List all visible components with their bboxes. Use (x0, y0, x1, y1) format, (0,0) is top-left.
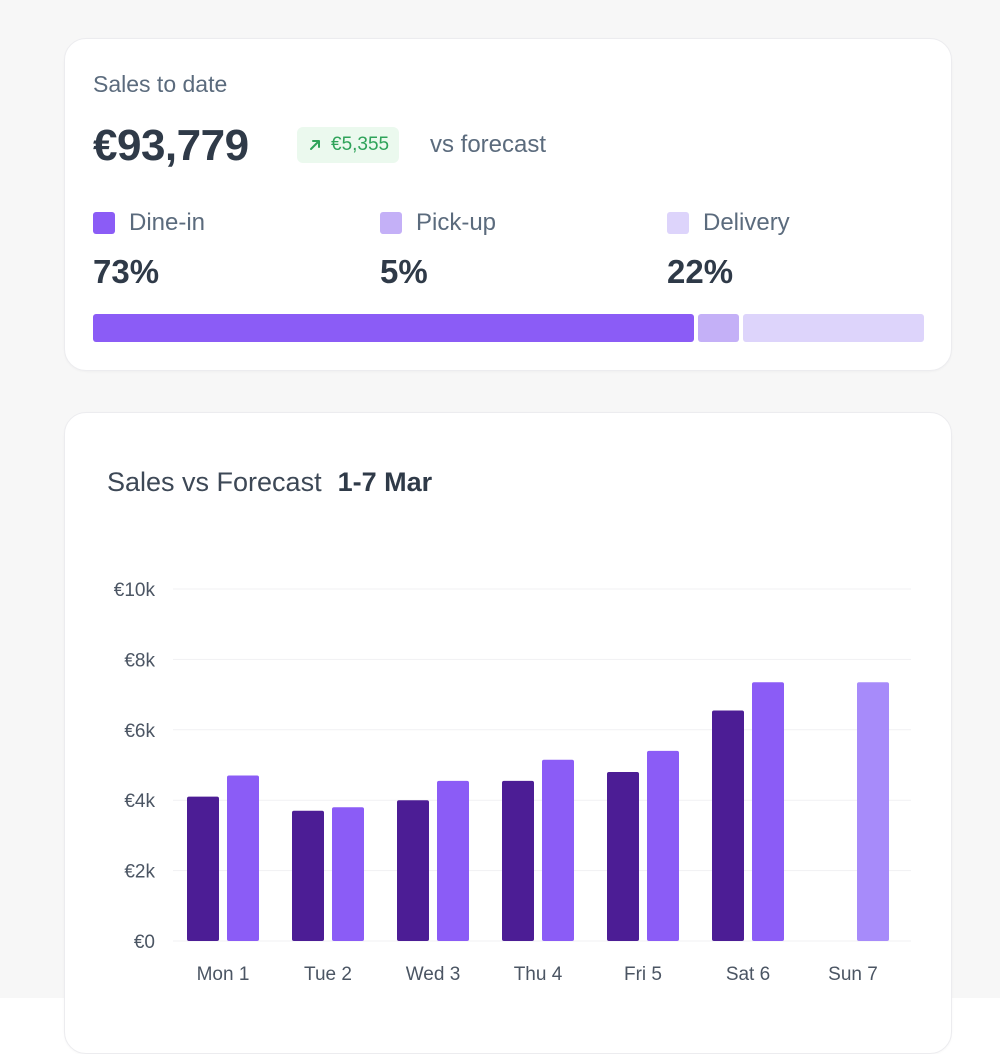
delivery-segment (742, 314, 925, 342)
channel-split-bar (93, 314, 925, 342)
sales-total-value: €93,779 (93, 121, 249, 170)
arrow-up-right-icon (307, 137, 323, 153)
sales-to-date-label: Sales to date (93, 71, 228, 97)
forecast-delta-value: €5,355 (331, 134, 390, 155)
segment-label: Pick-up (416, 209, 497, 236)
x-tick-label: Wed 3 (406, 964, 461, 985)
segment-label: Dine-in (129, 209, 206, 236)
y-tick-label: €8k (124, 650, 155, 671)
bar-forecast-upcoming[interactable] (857, 682, 889, 941)
bar-forecast[interactable] (647, 750, 679, 941)
segment-percent: 5% (380, 253, 428, 290)
segment-dine-in: Dine-in 73% (93, 209, 205, 291)
x-tick-label: Thu 4 (514, 964, 563, 985)
bar-forecast[interactable] (227, 775, 259, 941)
sales-forecast-chart-card: Sales vs Forecast 1-7 Mar €0 €2k €4k €6k €8k €… (64, 412, 952, 1054)
chart-title: Sales vs Forecast 1-7 Mar (107, 467, 432, 498)
segment-delivery: Delivery 22% (667, 209, 790, 291)
bar-forecast[interactable] (437, 780, 469, 941)
chart-date-range: 1-7 Mar (337, 467, 433, 497)
bar-forecast[interactable] (542, 759, 574, 941)
segment-label: Delivery (703, 209, 790, 236)
bar-sales[interactable] (607, 772, 639, 941)
x-tick-label: Fri 5 (624, 964, 662, 985)
y-tick-label: €6k (124, 721, 155, 742)
x-tick-label: Tue 2 (304, 964, 352, 985)
bar-sales[interactable] (397, 800, 429, 941)
bar-forecast[interactable] (752, 682, 784, 941)
segment-percent: 22% (667, 253, 734, 290)
segment-pick-up: Pick-up 5% (380, 209, 496, 291)
vs-forecast-label: vs forecast (430, 131, 547, 158)
bar-sales[interactable] (187, 796, 219, 941)
bar-forecast[interactable] (332, 807, 364, 941)
y-tick-label: €10k (114, 580, 156, 601)
pick-up-segment (697, 314, 739, 342)
dine-in-segment (93, 314, 694, 342)
y-tick-label: €0 (134, 932, 155, 953)
forecast-delta-badge: €5,355 (297, 127, 400, 163)
x-tick-label: Mon 1 (197, 964, 250, 985)
pick-up-swatch (380, 212, 402, 234)
segment-percent: 73% (93, 253, 160, 290)
y-tick-label: €2k (124, 862, 155, 883)
dine-in-swatch (93, 212, 115, 234)
bar-sales[interactable] (292, 810, 324, 941)
y-tick-label: €4k (124, 791, 155, 812)
sales-forecast-bar-chart: €0 €2k €4k €6k €8k €10k Mon 1 Tue 2 Wed 3 Thu 4 Fr… (114, 580, 911, 985)
bar-sales[interactable] (502, 780, 534, 941)
chart-title-text: Sales vs Forecast (107, 467, 322, 497)
x-tick-label: Sat 6 (726, 964, 770, 985)
sales-summary-card: Sales to date €93,779 €5,355 vs forecast… (64, 38, 952, 371)
x-tick-label: Sun 7 (828, 964, 878, 985)
delivery-swatch (667, 212, 689, 234)
bar-sales[interactable] (712, 710, 744, 941)
